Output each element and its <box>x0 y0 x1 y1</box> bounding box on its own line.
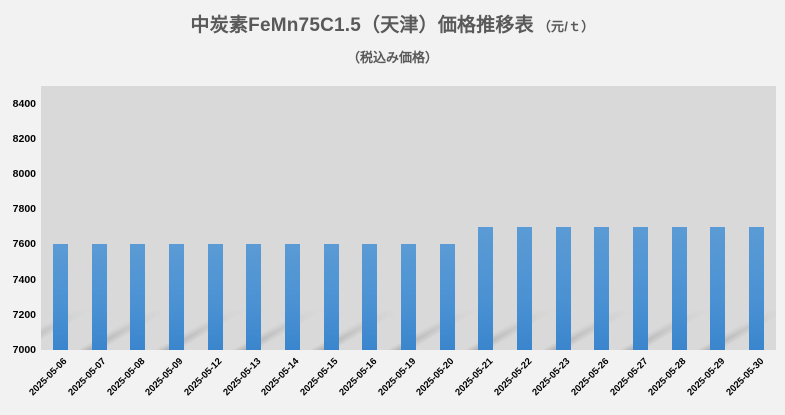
chart-title-unit: （元/ｔ） <box>537 19 595 34</box>
y-tick-label: 8000 <box>12 168 36 180</box>
bar <box>362 244 378 350</box>
bar <box>401 244 416 350</box>
chart-subtitle: （税込み価格） <box>346 50 438 65</box>
bar <box>52 244 68 350</box>
x-tick-label: 2025-05-12 <box>182 356 225 399</box>
chart-title-text: 中炭素FeMn75C1.5（天津）価格推移表 <box>190 15 534 36</box>
x-tick-label: 2025-05-08 <box>104 356 148 399</box>
bar <box>517 226 533 350</box>
x-tick-label: 2025-05-20 <box>414 356 457 399</box>
bar <box>207 244 223 350</box>
y-tick-label: 7200 <box>12 308 36 321</box>
bar <box>284 244 300 350</box>
x-tick-label: 2025-05-22 <box>491 356 534 399</box>
bar <box>749 226 765 350</box>
y-tick-label: 7400 <box>12 273 36 286</box>
x-tick-label: 2025-05-06 <box>27 356 70 399</box>
x-tick-label: 2025-05-19 <box>375 356 418 399</box>
y-tick-label: 7600 <box>12 238 36 251</box>
bar <box>594 226 610 350</box>
x-tick-label: 2025-05-30 <box>723 356 767 399</box>
x-tick-label: 2025-05-15 <box>298 356 341 399</box>
x-tick-label: 2025-05-26 <box>569 356 612 399</box>
x-tick-label: 2025-05-28 <box>646 356 689 399</box>
bar <box>710 226 726 350</box>
x-tick-label: 2025-05-07 <box>66 356 109 399</box>
x-tick-label: 2025-05-29 <box>685 356 728 399</box>
x-tick-label: 2025-05-23 <box>530 356 573 399</box>
chart-title: 中炭素FeMn75C1.5（天津）価格推移表 （元/ｔ） <box>0 10 785 37</box>
bar <box>168 244 184 350</box>
y-tick-label: 8400 <box>12 97 36 110</box>
x-tick-label: 2025-05-09 <box>143 356 186 399</box>
x-tick-label: 2025-05-21 <box>453 356 496 399</box>
x-tick-label: 2025-05-13 <box>220 356 264 399</box>
bar <box>439 244 455 350</box>
bar <box>323 244 339 350</box>
x-tick-label: 2025-05-27 <box>607 356 650 399</box>
y-tick-label: 7800 <box>12 203 36 216</box>
bar <box>555 226 571 350</box>
bar <box>671 226 687 350</box>
y-tick-label: 8200 <box>12 132 36 145</box>
plot-area <box>41 86 776 350</box>
bar <box>91 244 107 350</box>
bar <box>478 226 494 350</box>
bar <box>633 226 649 350</box>
x-tick-label: 2025-05-14 <box>259 356 302 399</box>
bar <box>130 244 146 350</box>
x-tick-label: 2025-05-16 <box>337 356 380 399</box>
y-tick-label: 7000 <box>12 344 36 356</box>
bar <box>246 244 262 350</box>
